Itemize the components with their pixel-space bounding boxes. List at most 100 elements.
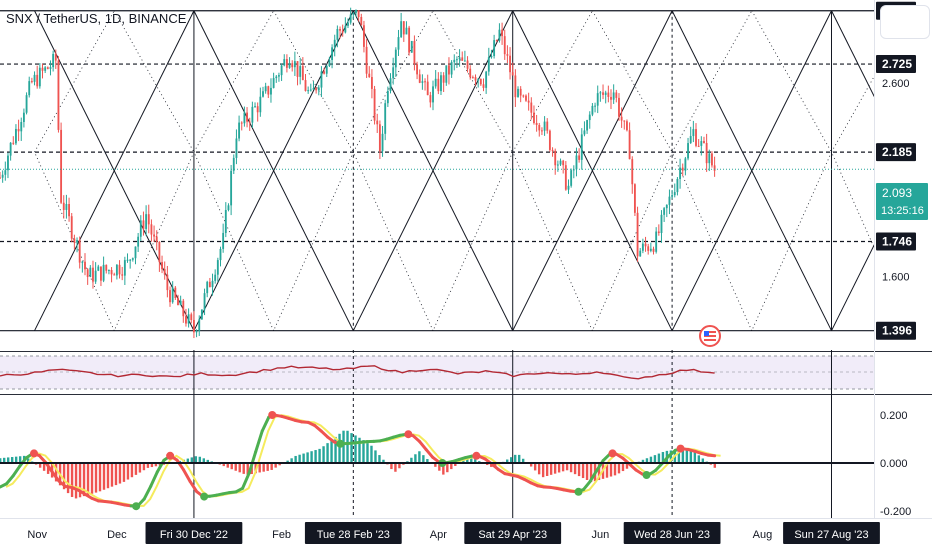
candle-body	[288, 63, 291, 68]
oscillator-pane[interactable]	[0, 411, 721, 511]
time-highlight-label: Wed 28 Jun '23	[634, 529, 710, 541]
candle-body	[588, 114, 591, 121]
oscillator-bar	[6, 457, 10, 463]
candle-body	[62, 202, 65, 210]
oscillator-bar	[506, 459, 509, 463]
candle-body	[224, 210, 227, 233]
candle-body	[668, 196, 671, 205]
signal-line-segment	[654, 461, 664, 472]
time-highlight-badge	[304, 522, 402, 544]
candle-body	[458, 57, 461, 60]
oscillator-bar	[206, 459, 209, 463]
candle-body	[708, 153, 711, 164]
oscillator-bar	[474, 459, 477, 463]
candle-body	[60, 129, 63, 203]
candle-body	[76, 240, 78, 243]
candle-body	[509, 55, 511, 73]
candle-body	[312, 88, 315, 90]
candle-body	[248, 121, 251, 123]
oscillator-bar	[438, 463, 441, 471]
oscillator-bar	[517, 454, 521, 463]
oscillator-bar	[358, 437, 361, 463]
oscillator-bar	[258, 463, 261, 473]
oscillator-bar	[693, 452, 697, 463]
gann-inner-line	[432, 151, 514, 331]
gann-diagonal	[831, 10, 874, 98]
gann-inner-line	[34, 151, 115, 331]
candlestick-series[interactable]	[0, 7, 716, 339]
oscillator-bar	[290, 458, 293, 463]
candle-body	[339, 29, 341, 31]
level-badge	[876, 143, 916, 162]
candle-body	[679, 167, 682, 179]
oscillator-bar	[581, 463, 585, 479]
oscillator-bar	[697, 455, 701, 463]
oscillator-axis[interactable]: 0.200 0.000 -0.200	[880, 410, 911, 518]
oscillator-bar	[701, 458, 705, 463]
oscillator-bar	[26, 458, 30, 463]
signal-line-segment	[149, 470, 159, 488]
candle-body	[389, 78, 392, 92]
candle-body	[548, 130, 551, 150]
candle-body	[235, 138, 238, 158]
time-tick: Jun	[592, 529, 610, 541]
oscillator-bar	[114, 463, 118, 486]
rsi-line	[0, 365, 715, 380]
oscillator-bar	[713, 463, 717, 468]
oscillator-bar	[513, 454, 517, 463]
oscillator-bar	[70, 463, 74, 497]
signal-line-segment	[418, 440, 428, 452]
time-highlight-label: Fri 30 Dec '22	[160, 529, 228, 541]
candle-body	[177, 297, 179, 306]
candle-body	[44, 67, 47, 71]
candle-body	[105, 264, 108, 271]
oscillator-bar	[609, 463, 613, 477]
candle-body	[227, 205, 230, 211]
candle-body	[618, 97, 620, 117]
time-highlight-badge	[623, 522, 721, 544]
candle-body	[434, 78, 437, 87]
time-tick: Dec	[107, 529, 127, 541]
candle-body	[652, 248, 655, 252]
price-axis[interactable]: 3.1152.7252.1851.7461.3963.0002.6001.900…	[876, 1, 916, 340]
candle-body	[655, 231, 658, 252]
candle-body	[626, 121, 628, 131]
oscillator-bar	[310, 451, 313, 463]
oscillator-bar	[90, 463, 94, 494]
candle-body	[278, 75, 280, 77]
candle-body	[283, 59, 286, 66]
candle-body	[113, 274, 116, 276]
candle-body	[203, 293, 206, 310]
gann-box-drawing[interactable]	[34, 10, 932, 331]
oscillator-bar	[510, 457, 513, 463]
us-flag-icon[interactable]	[699, 325, 721, 347]
price-levels[interactable]	[0, 10, 874, 332]
gann-inner-line	[592, 151, 673, 331]
candle-body	[208, 281, 211, 288]
symbol-title[interactable]: SNX / TetherUS, 1D, BINANCE	[6, 11, 187, 26]
candle-body	[413, 41, 416, 65]
candle-body	[0, 177, 1, 179]
candle-body	[349, 14, 352, 23]
oscillator-bar	[577, 463, 581, 477]
candle-body	[365, 46, 368, 74]
oscillator-bar	[194, 456, 198, 463]
oscillator-bar	[286, 460, 289, 463]
oscillator-bar	[569, 463, 573, 473]
oscillator-bar	[154, 463, 158, 467]
oscillator-bar	[110, 463, 114, 487]
candle-body	[660, 214, 663, 234]
candle-body	[123, 260, 126, 276]
candle-body	[219, 248, 222, 261]
candle-body	[341, 30, 344, 33]
gann-inner-line	[113, 10, 195, 153]
candle-body	[519, 88, 522, 96]
signal-line-segment	[142, 484, 153, 501]
gann-inner-line	[34, 10, 115, 153]
oscillator-bar	[350, 433, 353, 463]
candle-body	[182, 300, 185, 317]
candle-body	[487, 57, 490, 72]
candle-body	[166, 274, 169, 291]
time-axis[interactable]: Nov Dec Feb Apr Jun Aug Fri 30 Dec '22 Tue 28 F…	[27, 522, 880, 544]
